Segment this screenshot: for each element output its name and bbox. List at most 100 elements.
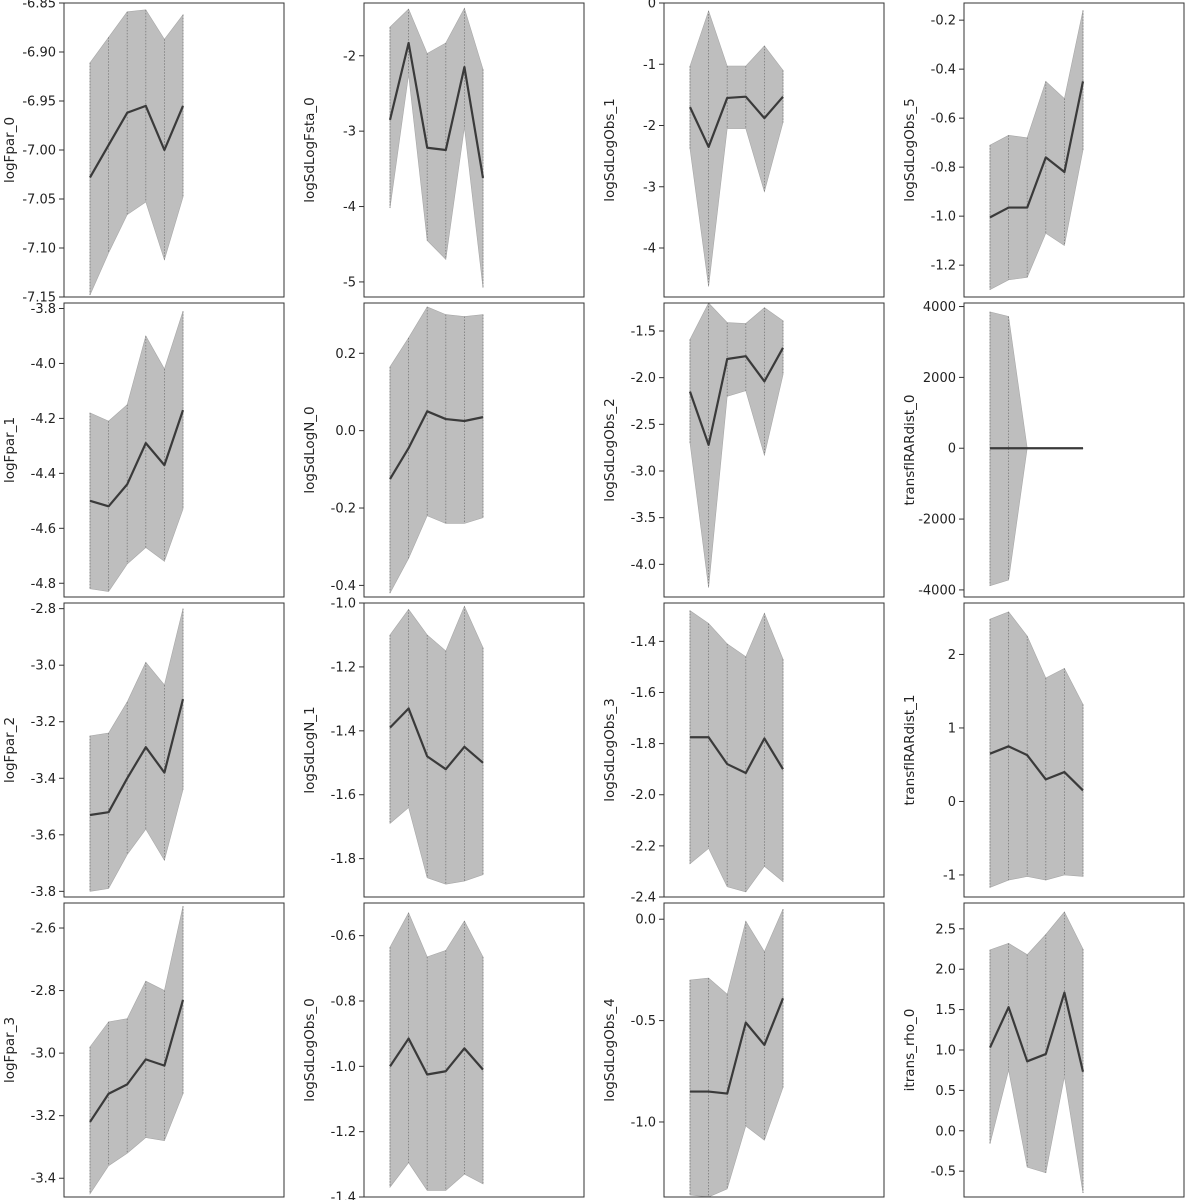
confidence-band: [989, 911, 1084, 1194]
panel-logSdLogObs_1: 0 -1 -2 -3 -4 logSdLogObs_1: [602, 0, 885, 298]
y-axis-label: logSdLogObs_2: [602, 398, 618, 501]
panel-logSdLogObs_0: -0.6 -0.8 -1.0 -1.2 -1.4 logSdLogObs_0: [302, 902, 585, 1200]
confidence-band: [689, 610, 784, 893]
y-tick-label: -1.4: [331, 724, 356, 739]
plot-frame: [663, 2, 885, 298]
y-tick-label: -3.4: [31, 1172, 56, 1187]
panel-logSdLogObs_3: -1.4 -1.6 -1.8 -2.0 -2.2 -2.4 logSdLogObs_3: [602, 602, 885, 906]
plot-frame: [663, 902, 885, 1198]
y-tick-label: -2.6: [31, 922, 56, 937]
y-tick-label: -0.2: [931, 14, 956, 29]
estimate-line: [89, 999, 185, 1123]
y-tick-label: -1.8: [331, 852, 356, 867]
y-tick-label: -2: [343, 49, 356, 64]
y-tick-label: -3.0: [631, 465, 656, 480]
y-tick-label: -0.5: [931, 1165, 956, 1180]
y-axis-label: logSdLogObs_1: [602, 98, 618, 201]
y-tick-label: -3.2: [31, 715, 56, 730]
y-tick-label: -7.15: [22, 291, 56, 306]
y-tick-label: -7.10: [22, 242, 56, 257]
panel-logFpar_0: -6.85 -6.90 -6.95 -7.00 -7.05 -7.10 -7.15 logFp…: [2, 0, 285, 306]
panel-logSdLogObs_2: -1.5 -2.0 -2.5 -3.0 -3.5 -4.0 logSdLogObs_2: [602, 302, 885, 598]
y-tick-label: -2.0: [631, 788, 656, 803]
y-axis-label: logSdLogObs_3: [602, 698, 618, 801]
panel-logSdLogFsta_0: -2 -3 -4 -5 logSdLogFsta_0: [302, 2, 585, 298]
y-tick-label: 0.0: [335, 424, 356, 439]
y-tick-label: -1: [643, 58, 656, 73]
y-tick-label: -4.0: [631, 558, 656, 573]
y-tick-label: -3.2: [31, 1109, 56, 1124]
panel-itrans_rho_0: 2.5 2.0 1.5 1.0 0.5 0.0 -0.5 itrans_rho_0: [902, 902, 1185, 1198]
y-axis-label: logFpar_3: [2, 1017, 18, 1083]
estimate-line: [89, 409, 185, 508]
y-tick-label: -0.4: [331, 579, 356, 594]
y-tick-label: -1: [943, 868, 956, 883]
y-tick-label: -3: [343, 125, 356, 140]
y-tick-label: 0: [948, 795, 956, 810]
plot-frame: [363, 902, 585, 1198]
y-axis-label: logFpar_2: [2, 717, 18, 783]
y-tick-label: -3.6: [31, 828, 56, 843]
y-tick-label: -0.4: [931, 63, 956, 78]
y-tick-label: 4000: [923, 300, 956, 315]
panel-logSdLogN_0: 0.2 0.0 -0.2 -0.4 logSdLogN_0: [302, 302, 585, 598]
y-tick-label: -3.0: [31, 659, 56, 674]
y-tick-label: -0.6: [331, 929, 356, 944]
y-axis-label: logFpar_0: [2, 117, 18, 183]
y-tick-label: -3.8: [31, 302, 56, 317]
y-tick-label: -4.4: [31, 467, 56, 482]
y-axis-label: transfIRARdist_1: [902, 695, 918, 806]
y-tick-label: -6.90: [22, 46, 56, 61]
y-tick-label: 2.5: [935, 922, 956, 937]
y-tick-label: -1.0: [931, 210, 956, 225]
y-tick-label: -1.0: [331, 1060, 356, 1075]
plot-frame: [363, 2, 585, 298]
plot-frame: [63, 302, 285, 598]
y-tick-label: -2.0: [631, 371, 656, 386]
estimate-line: [688, 347, 784, 446]
plot-frame: [963, 2, 1185, 298]
y-tick-label: -2.5: [631, 418, 656, 433]
y-tick-label: -1.6: [331, 788, 356, 803]
plot-frame: [63, 602, 285, 898]
y-tick-label: 2: [948, 648, 956, 663]
confidence-band: [389, 605, 484, 885]
panel-logSdLogObs_4: 0.0 -0.5 -1.0 logSdLogObs_4: [602, 902, 885, 1198]
y-tick-label: -7.00: [22, 144, 56, 159]
panel-transfIRARdist_0: 4000 2000 0 -2000 -4000 transfIRARdist_0: [902, 300, 1185, 598]
y-tick-label: -0.2: [331, 502, 356, 517]
y-axis-label: logSdLogObs_0: [302, 998, 318, 1101]
y-tick-label: -4: [343, 200, 356, 215]
y-tick-label: -6.85: [22, 0, 56, 12]
y-tick-label: -1.2: [331, 660, 356, 675]
estimate-line: [389, 707, 484, 771]
y-tick-label: 0.2: [335, 347, 356, 362]
y-tick-label: -0.6: [931, 112, 956, 127]
estimate-line: [388, 41, 485, 179]
y-tick-label: -1.8: [631, 737, 656, 752]
y-tick-label: -2: [643, 119, 656, 134]
plot-frame: [63, 902, 285, 1198]
y-axis-label: transfIRARdist_0: [902, 395, 918, 506]
y-tick-label: 0.0: [635, 913, 656, 928]
y-tick-label: -5: [343, 275, 356, 290]
y-tick-label: -1.2: [931, 259, 956, 274]
y-tick-label: 2000: [923, 371, 956, 386]
y-tick-label: -4.2: [31, 412, 56, 427]
estimate-line: [89, 104, 185, 178]
confidence-band: [389, 912, 484, 1191]
y-tick-label: -1.6: [631, 686, 656, 701]
panel-logFpar_3: -2.6 -2.8 -3.0 -3.2 -3.4 logFpar_3: [2, 902, 285, 1198]
confidence-band: [989, 611, 1084, 888]
confidence-band: [689, 302, 784, 588]
y-axis-label: logSdLogN_0: [302, 406, 318, 493]
y-tick-label: -4000: [918, 583, 956, 598]
y-tick-label: -1.0: [331, 597, 356, 612]
y-tick-label: -1.0: [631, 1115, 656, 1130]
y-tick-label: 0.5: [935, 1084, 956, 1099]
y-tick-label: 1.0: [935, 1044, 956, 1059]
y-tick-label: 1: [948, 721, 956, 736]
y-axis-label: logSdLogN_1: [302, 706, 318, 793]
y-axis-label: logSdLogObs_5: [902, 98, 918, 201]
plot-frame: [663, 602, 885, 898]
